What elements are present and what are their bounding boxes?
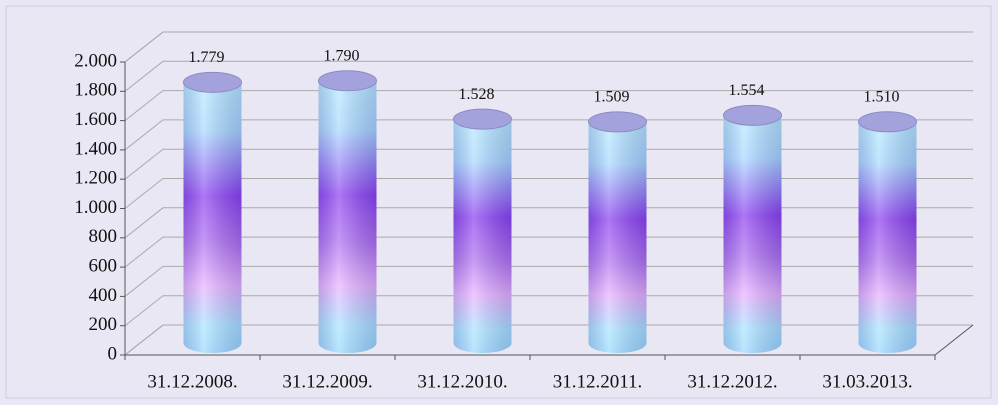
y-tick-label: 0 [108, 343, 118, 364]
grid-line [124, 90, 973, 121]
value-label: 1.554 [729, 82, 765, 99]
grid-line [124, 119, 973, 151]
bar-top [588, 111, 647, 133]
bar-shade [588, 121, 647, 353]
y-tick-label: 1.600 [74, 109, 117, 130]
bar-shade [318, 80, 377, 353]
bar-shade [453, 119, 512, 353]
bar-top [723, 104, 782, 126]
bar-top [183, 71, 242, 93]
x-tick-label: 31.12.2010. [417, 371, 507, 392]
bar-shade [723, 115, 782, 354]
x-tick-label: 31.12.2008. [147, 371, 237, 392]
x-tick-label: 31.12.2011. [553, 371, 643, 392]
grid-line [124, 295, 973, 327]
grid-line [124, 148, 973, 180]
x-tick-label: 31.12.2009. [282, 371, 372, 392]
y-tick-label: 1.800 [74, 80, 117, 101]
grid-line [124, 236, 973, 268]
value-label: 1.790 [324, 47, 360, 64]
x-tick-label: 31.03.2013. [822, 371, 912, 392]
bar-top [318, 70, 377, 92]
bar-top [858, 111, 917, 133]
x-tick-label: 31.12.2012. [687, 371, 777, 392]
grid-line [124, 178, 973, 209]
y-tick-label: 400 [89, 285, 118, 306]
y-tick-label: 1.400 [74, 138, 117, 159]
grid-line [124, 60, 973, 92]
value-label: 1.509 [594, 89, 630, 106]
y-tick-label: 600 [89, 255, 118, 276]
value-label: 1.510 [864, 88, 900, 105]
grid-line [124, 324, 973, 356]
value-label: 1.779 [189, 49, 225, 66]
bar-shade [183, 82, 242, 354]
y-tick-label: 1.000 [74, 197, 117, 218]
bar-top [453, 108, 512, 130]
y-tick-label: 2.000 [74, 50, 117, 71]
grid-line [124, 207, 973, 239]
frame [5, 5, 992, 399]
y-tick-label: 1.200 [74, 168, 117, 189]
value-label: 1.528 [459, 86, 495, 103]
grid-line [124, 31, 973, 63]
y-tick-label: 800 [89, 226, 118, 247]
bar-shade [858, 121, 917, 353]
y-tick-label: 200 [89, 314, 118, 335]
grid-line [124, 265, 973, 297]
